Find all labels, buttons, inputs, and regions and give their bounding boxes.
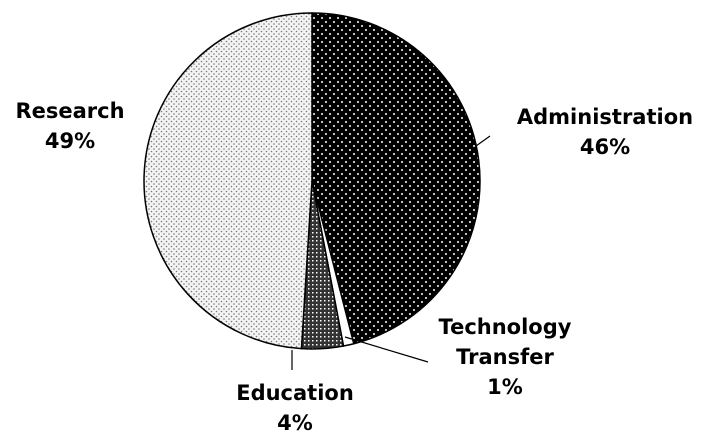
slice-label: Education 4% <box>225 378 365 438</box>
value-label: 49% <box>44 129 96 153</box>
category-name: Education <box>236 381 354 405</box>
category-name: Administration <box>516 105 694 129</box>
slice-label: Technology Transfer 1% <box>420 312 590 402</box>
value-label: 1% <box>487 375 523 399</box>
slice-label: Research 49% <box>0 96 140 156</box>
pie-slice <box>143 12 313 350</box>
category-name: Technology Transfer <box>438 315 572 369</box>
value-label: 46% <box>579 135 631 159</box>
pie-slice <box>311 12 481 345</box>
slice-label: Administration 46% <box>505 102 705 162</box>
leader-line <box>475 135 491 147</box>
value-label: 4% <box>277 411 313 435</box>
category-name: Research <box>15 99 125 123</box>
leader-line <box>344 336 429 363</box>
